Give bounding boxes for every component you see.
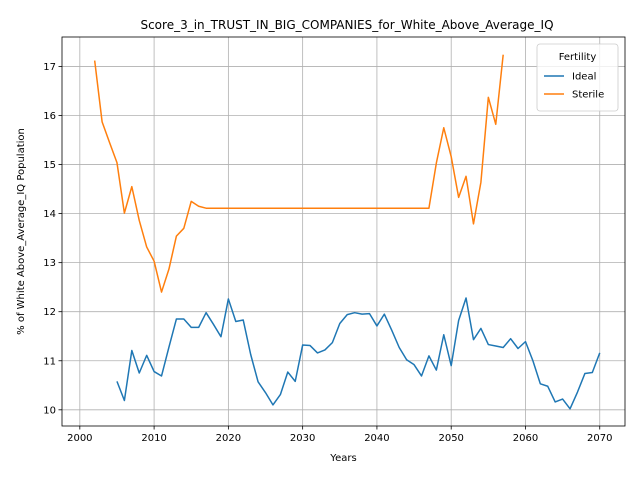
y-axis-ticks: 10 11 12 13 14 15 16 17 (43, 62, 62, 416)
y-tick-label: 11 (43, 356, 56, 367)
series-line-ideal (116, 297, 601, 410)
series-lines (93, 54, 601, 410)
x-tick-label: 2030 (290, 433, 315, 444)
y-tick-label: 12 (43, 307, 56, 318)
y-axis-label: % of White Above_Average_IQ Population (16, 128, 27, 335)
x-tick-label: 2010 (141, 433, 166, 444)
y-tick-label: 16 (43, 111, 56, 122)
x-axis-ticks: 2000 2010 2020 2030 2040 2050 2060 2070 (67, 426, 612, 444)
chart-title: Score_3_in_TRUST_IN_BIG_COMPANIES_for_Wh… (140, 18, 553, 32)
x-tick-label: 2040 (364, 433, 389, 444)
series-line-sterile (93, 54, 504, 293)
legend: Fertility Ideal Sterile (536, 43, 619, 112)
x-axis-label: Years (329, 453, 356, 464)
x-tick-label: 2050 (438, 433, 463, 444)
legend-label-sterile: Sterile (572, 90, 604, 101)
x-tick-label: 2000 (67, 433, 92, 444)
y-tick-label: 14 (43, 209, 56, 220)
x-tick-label: 2060 (513, 433, 538, 444)
plot-frame (61, 36, 626, 427)
x-tick-label: 2020 (216, 433, 241, 444)
legend-label-ideal: Ideal (572, 72, 596, 83)
y-tick-label: 13 (43, 258, 56, 269)
y-tick-label: 15 (43, 160, 56, 171)
y-tick-label: 10 (43, 405, 56, 416)
y-tick-label: 17 (43, 62, 56, 73)
x-tick-label: 2070 (587, 433, 612, 444)
legend-title: Fertility (559, 52, 597, 63)
